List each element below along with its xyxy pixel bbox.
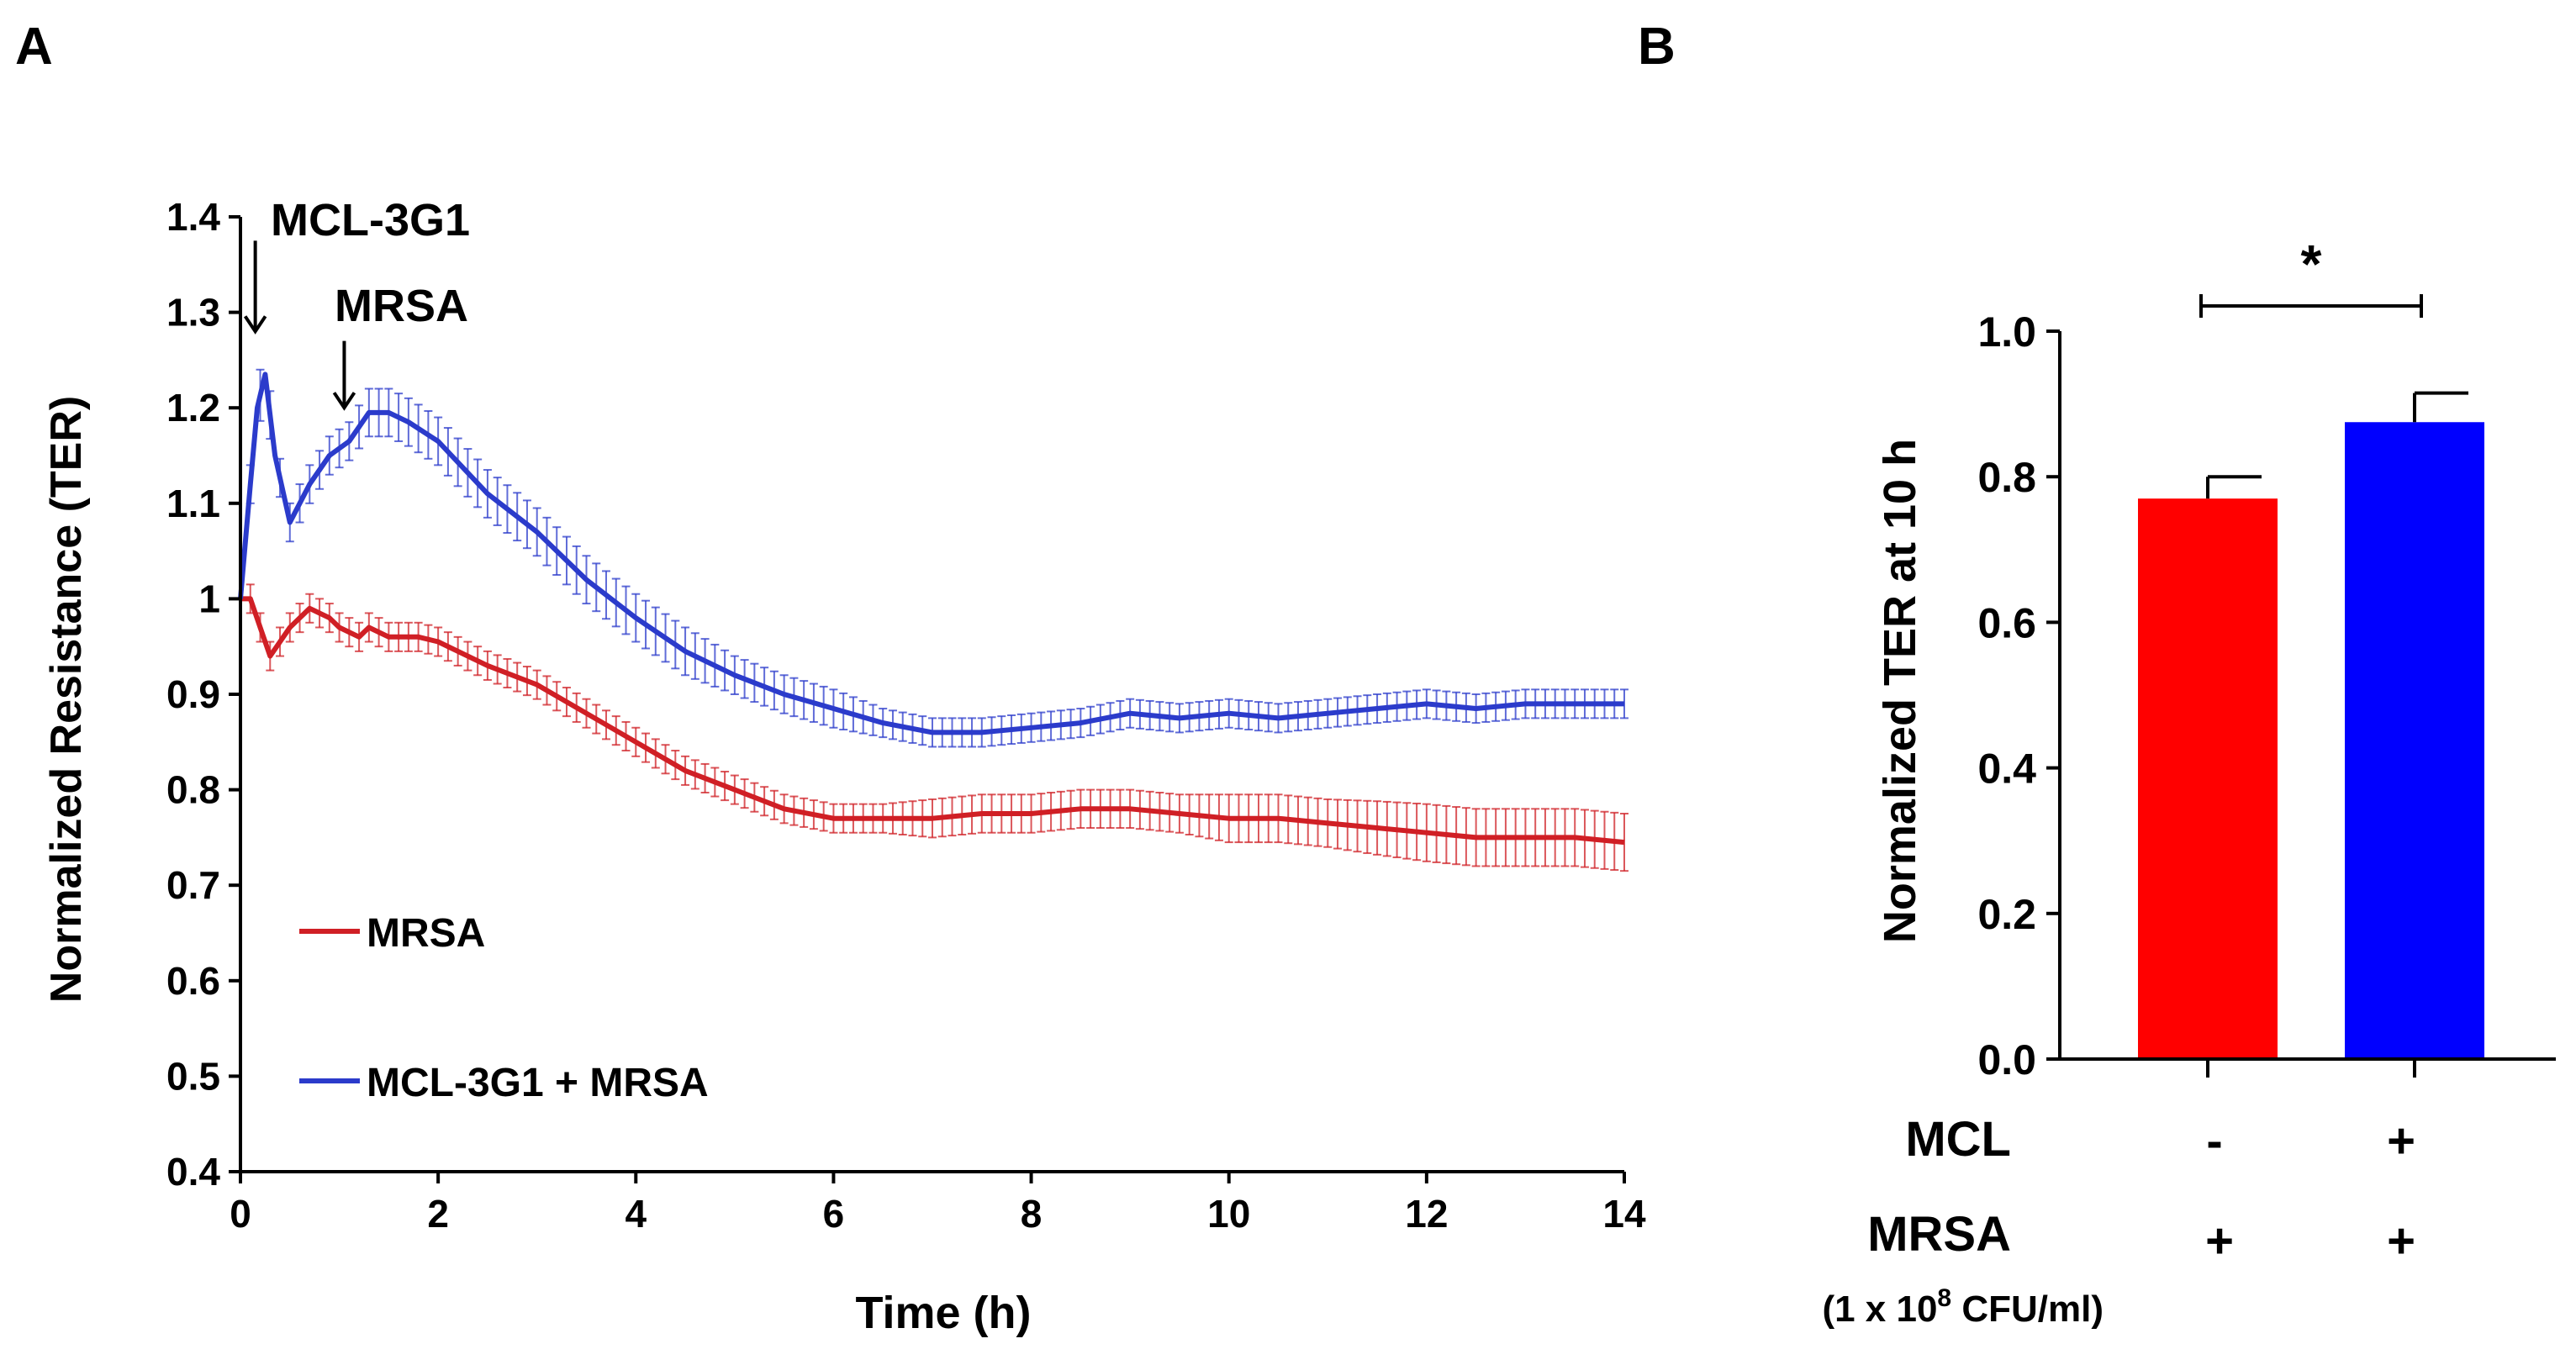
bar-y-ticks-group: 0.0 0.2 0.4 0.6 0.8 1.0: [1977, 308, 2060, 1083]
series-line-mrsa: [240, 596, 1625, 846]
y-tick-label: 1: [198, 577, 220, 620]
bar-y-tick-label: 0.8: [1977, 454, 2036, 501]
condition-mrsa-bar1: +: [2205, 1214, 2234, 1268]
condition-label-mrsa: MRSA: [1867, 1207, 2011, 1262]
y-tick-label: 1.4: [166, 195, 220, 239]
y-tick-label: 0.9: [166, 672, 220, 716]
y-tick-label: 1.2: [166, 386, 220, 430]
x-axis-label: Time (h): [855, 1288, 1031, 1338]
x-tick-label: 10: [1207, 1192, 1250, 1236]
annotation-arrowhead: [243, 315, 267, 335]
bars-group: [2138, 391, 2484, 1059]
y-tick-label: 0.7: [166, 863, 220, 907]
panel-label-a: A: [15, 18, 53, 76]
y-tick-label: 1.1: [166, 482, 220, 525]
bar-y-tick-label: 0.2: [1977, 891, 2036, 938]
y-tick-label: 0.8: [166, 768, 220, 812]
bar-y-tick-label: 1.0: [1977, 308, 2036, 356]
bar-x-ticks-group: [2206, 1059, 2416, 1078]
bar: [2138, 498, 2278, 1059]
x-tick-label: 14: [1602, 1192, 1646, 1236]
bar-y-tick-label: 0.6: [1977, 599, 2036, 646]
condition-mcl-bar2: +: [2387, 1114, 2415, 1168]
bar-y-tick-label: 0.0: [1977, 1036, 2036, 1083]
x-tick-label: 0: [230, 1192, 251, 1236]
bar: [2345, 422, 2484, 1059]
line-chart-panel-a: 0 2 4 6 8 10 12 14 0.4 0.5 0.6 0.7 0.8 0.9 1 1.1 1.2 1.3…: [42, 195, 1646, 1338]
bar-y-axis-label: Normalized TER at 10 h: [1875, 439, 1925, 943]
y-axis-label: Normalized Resistance (TER): [42, 396, 91, 1003]
condition-mcl-bar1: -: [2206, 1114, 2222, 1168]
panel-label-b: B: [1638, 18, 1676, 76]
y-tick-label: 0.5: [166, 1054, 220, 1098]
condition-label-mcl: MCL: [1905, 1112, 2011, 1167]
x-tick-label: 4: [625, 1192, 647, 1236]
annotation-mcl-3g1: MCL-3G1: [271, 195, 470, 245]
y-tick-label: 0.4: [166, 1150, 220, 1194]
x-ticks-group: 0 2 4 6 8 10 12 14: [230, 1172, 1646, 1236]
annotation-arrowhead: [332, 392, 356, 411]
y-tick-label: 0.6: [166, 959, 220, 1003]
significance-star: *: [2301, 234, 2322, 294]
x-tick-label: 12: [1405, 1192, 1448, 1236]
condition-sublabel-cfu: (1 x 108 CFU/ml): [1822, 1284, 2104, 1330]
bar-chart-panel-b: 0.0 0.2 0.4 0.6 0.8 1.0 Normalized TER at 10 …: [1822, 234, 2556, 1330]
x-tick-label: 6: [823, 1192, 845, 1236]
series-lines-group: [238, 372, 1625, 846]
annotation-arrows: [243, 240, 356, 411]
x-tick-label: 8: [1021, 1192, 1043, 1236]
annotation-mrsa: MRSA: [335, 281, 468, 331]
significance-bracket: [2199, 294, 2423, 318]
legend-label-mrsa: MRSA: [367, 911, 485, 956]
series-line-mcl-mrsa: [238, 372, 1624, 735]
bar-y-tick-label: 0.4: [1977, 746, 2036, 793]
y-tick-label: 1.3: [166, 291, 220, 335]
legend-label-mcl-mrsa: MCL-3G1 + MRSA: [367, 1061, 709, 1105]
error-bars-group: [245, 368, 1628, 872]
x-tick-label: 2: [427, 1192, 449, 1236]
y-ticks-group: 0.4 0.5 0.6 0.7 0.8 0.9 1 1.1 1.2 1.3 1.4: [166, 195, 240, 1194]
condition-mrsa-bar2: +: [2387, 1214, 2415, 1268]
